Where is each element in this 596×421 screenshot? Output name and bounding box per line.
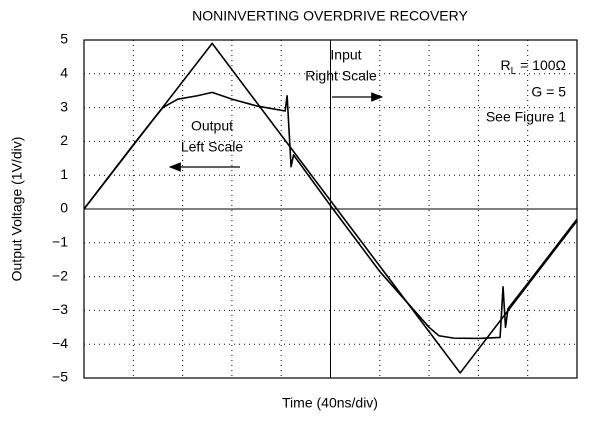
y-tick-label: 3 <box>60 98 68 114</box>
y-tick-label: −3 <box>52 301 68 317</box>
x-axis-label: Time (40ns/div) <box>282 395 378 411</box>
y-axis-label: Output Voltage (1V/div) <box>9 137 25 282</box>
annotation: RL = 100Ω <box>501 57 566 77</box>
y-tick-label: −2 <box>52 267 68 283</box>
y-tick-label: −5 <box>52 369 68 385</box>
y-tick-label: −1 <box>52 234 68 250</box>
y-tick-label: 2 <box>60 132 68 148</box>
y-tick-label: 1 <box>60 166 68 182</box>
series-line <box>83 91 578 340</box>
y-tick-label: 4 <box>60 65 68 81</box>
annotation: Output <box>191 118 233 134</box>
plot-area: −5 −4 −3 −2 −1 0 1 2 3 4 5 <box>52 31 578 385</box>
annotation-part: = 100Ω <box>516 57 566 73</box>
annotation: Input <box>330 47 361 63</box>
annotation: G = 5 <box>531 84 566 100</box>
annotation: Left Scale <box>181 139 243 155</box>
y-tick-label: 0 <box>60 200 68 216</box>
y-tick-label: −4 <box>52 335 68 351</box>
annotation-part: R <box>501 57 511 73</box>
annotation: See Figure 1 <box>486 109 566 125</box>
chart-title: NONINVERTING OVERDRIVE RECOVERY <box>192 8 468 24</box>
annotation: Right Scale <box>305 68 377 84</box>
y-tick-label: 5 <box>60 31 68 47</box>
annotation-part: L <box>511 66 517 77</box>
